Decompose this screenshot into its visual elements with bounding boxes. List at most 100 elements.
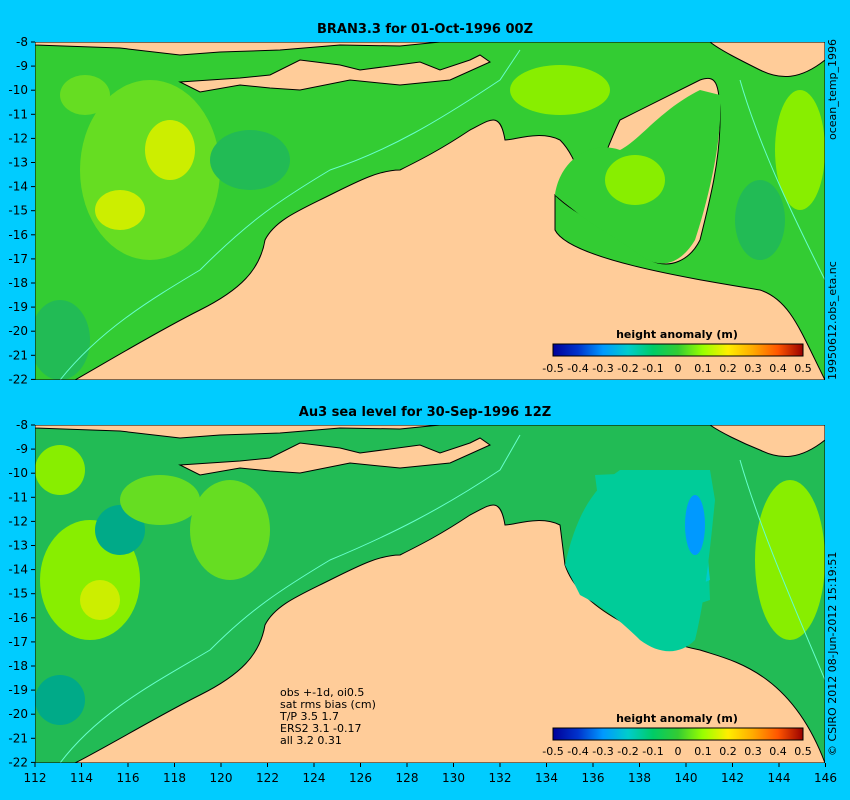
- top-anomaly-patches: [35, 65, 825, 380]
- top-timor-land: [178, 54, 492, 93]
- latitude-tick-label: -11: [8, 107, 28, 121]
- longitude-tick-label: 124: [303, 771, 326, 785]
- top-colorbar: height anomaly (m) -0.5 -0.4 -0.3 -0.2 -0.1 0…: [542, 328, 811, 375]
- latitude-tick-label: -13: [8, 156, 28, 170]
- note-line: T/P 3.5 1.7: [280, 710, 340, 723]
- bottom-map-panel: [35, 425, 825, 763]
- latitude-tick-label: -17: [8, 252, 28, 266]
- latitude-tick-label: -15: [8, 587, 28, 601]
- longitude-tick-label: 112: [24, 771, 47, 785]
- latitude-tick-label: -8: [16, 35, 28, 49]
- latitude-tick-label: -16: [8, 228, 28, 242]
- colorbar-tick-label: 0: [675, 745, 682, 758]
- bottom-gulf-water: [565, 470, 715, 652]
- colorbar-tick-label: 0.5: [794, 745, 812, 758]
- latitude-tick-label: -19: [8, 683, 28, 697]
- latitude-tick-label: -22: [8, 372, 28, 386]
- colorbar-tick-label: -0.3: [592, 745, 613, 758]
- colorbar-tick-label: 0.2: [719, 362, 737, 375]
- side-label-obs-file: 19950612.obs_eta.nc: [826, 261, 839, 380]
- latitude-tick-label: -12: [8, 514, 28, 528]
- longitude-axis: 112 114 116 118 120 122 124 126 128 130 132 134 136 1…: [24, 763, 837, 785]
- colorbar-tick-label: -0.3: [592, 362, 613, 375]
- latitude-tick-label: -15: [8, 204, 28, 218]
- bottom-new-guinea-land: [709, 425, 825, 458]
- top-new-guinea-land: [709, 42, 825, 78]
- bottom-panel-title: Au3 sea level for 30-Sep-1996 12Z: [298, 405, 552, 420]
- latitude-tick-label: -16: [8, 611, 28, 625]
- latitude-tick-label: -10: [8, 83, 28, 97]
- longitude-tick-label: 134: [535, 771, 558, 785]
- latitude-tick-label: -9: [16, 59, 28, 73]
- note-line: ERS2 3.1 -0.17: [280, 722, 362, 735]
- bottom-indonesia-land: [35, 425, 441, 439]
- longitude-tick-label: 128: [396, 771, 419, 785]
- longitude-tick-label: 136: [582, 771, 605, 785]
- latitude-tick-label: -20: [8, 707, 28, 721]
- longitude-tick-label: 146: [814, 771, 837, 785]
- latitude-tick-label: -14: [8, 563, 28, 577]
- colorbar-tick-label: 0.4: [769, 745, 787, 758]
- latitude-tick-label: -8: [16, 418, 28, 432]
- latitude-tick-label: -12: [8, 131, 28, 145]
- colorbar-tick-label: -0.1: [642, 745, 663, 758]
- latitude-tick-label: -14: [8, 180, 28, 194]
- longitude-tick-label: 118: [163, 771, 186, 785]
- bottom-colorbar: height anomaly (m) -0.5 -0.4 -0.3 -0.2 -0.1 0…: [542, 712, 811, 758]
- longitude-tick-label: 130: [442, 771, 465, 785]
- longitude-tick-label: 144: [768, 771, 791, 785]
- latitude-tick-label: -21: [8, 348, 28, 362]
- longitude-tick-label: 132: [489, 771, 512, 785]
- longitude-tick-label: 126: [349, 771, 372, 785]
- colorbar-tick-label: 0.2: [719, 745, 737, 758]
- top-panel-title: BRAN3.3 for 01-Oct-1996 00Z: [316, 22, 534, 37]
- latitude-tick-label: -22: [8, 755, 28, 769]
- note-line: all 3.2 0.31: [280, 734, 342, 747]
- colorbar-tick-label: 0.5: [794, 362, 812, 375]
- latitude-tick-label: -11: [8, 490, 28, 504]
- longitude-tick-label: 138: [628, 771, 651, 785]
- longitude-tick-label: 120: [210, 771, 233, 785]
- side-label-file: ocean_temp_1996: [826, 38, 839, 140]
- longitude-tick-label: 140: [675, 771, 698, 785]
- top-colorbar-label: height anomaly (m): [616, 328, 738, 341]
- bottom-isobath: [59, 434, 825, 763]
- colorbar-tick-label: -0.1: [642, 362, 663, 375]
- latitude-tick-label: -17: [8, 635, 28, 649]
- top-latitude-axis: -8 -9 -10 -11 -12 -13 -14 -15 -16 -17 -18 -19 -20 -21…: [8, 35, 35, 386]
- latitude-tick-label: -10: [8, 466, 28, 480]
- bottom-colorbar-label: height anomaly (m): [616, 712, 738, 725]
- obs-notes: obs +-1d, oi0.5 sat rms bias (cm) T/P 3.…: [280, 687, 376, 747]
- colorbar-tick-label: -0.5: [542, 362, 563, 375]
- latitude-tick-label: -20: [8, 324, 28, 338]
- colorbar-tick-label: 0.3: [744, 745, 762, 758]
- latitude-tick-label: -18: [8, 659, 28, 673]
- longitude-tick-label: 114: [70, 771, 93, 785]
- latitude-tick-label: -21: [8, 731, 28, 745]
- latitude-tick-label: -18: [8, 276, 28, 290]
- top-indonesia-land: [35, 42, 441, 56]
- top-isobath: [59, 49, 825, 380]
- colorbar-tick-label: 0.3: [744, 362, 762, 375]
- colorbar-tick-label: 0.1: [694, 362, 712, 375]
- side-label-credit: © CSIRO 2012 08-Jun-2012 15:19:51: [826, 551, 839, 756]
- longitude-tick-label: 116: [117, 771, 140, 785]
- colorbar-tick-label: 0: [675, 362, 682, 375]
- colorbar-tick-label: -0.2: [617, 745, 638, 758]
- longitude-tick-label: 142: [721, 771, 744, 785]
- top-map-panel: [35, 42, 825, 380]
- colorbar-tick-label: 0.1: [694, 745, 712, 758]
- latitude-tick-label: -19: [8, 300, 28, 314]
- colorbar-tick-label: -0.5: [542, 745, 563, 758]
- colorbar-tick-label: -0.2: [617, 362, 638, 375]
- longitude-tick-label: 122: [256, 771, 279, 785]
- colorbar-tick-label: -0.4: [567, 362, 588, 375]
- colorbar-tick-label: 0.4: [769, 362, 787, 375]
- bottom-latitude-axis: -8 -9 -10 -11 -12 -13 -14 -15 -16 -17 -18 -19 -20 -21…: [8, 418, 35, 769]
- note-line: obs +-1d, oi0.5: [280, 686, 365, 699]
- latitude-tick-label: -9: [16, 442, 28, 456]
- latitude-tick-label: -13: [8, 539, 28, 553]
- note-line: sat rms bias (cm): [280, 698, 376, 711]
- bottom-timor-land: [178, 437, 492, 476]
